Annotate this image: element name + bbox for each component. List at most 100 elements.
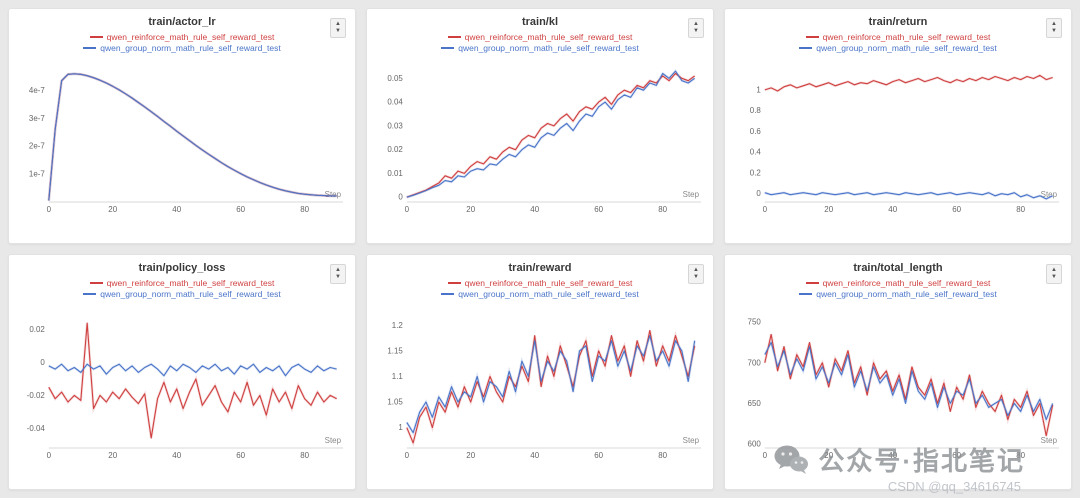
chart-legend: qwen_reinforce_math_rule_self_reward_tes… bbox=[373, 278, 707, 299]
svg-text:1.05: 1.05 bbox=[387, 397, 403, 406]
svg-text:40: 40 bbox=[530, 205, 539, 214]
svg-text:0: 0 bbox=[763, 451, 768, 460]
svg-text:20: 20 bbox=[466, 451, 475, 460]
svg-text:1.1: 1.1 bbox=[392, 372, 404, 381]
chevron-down-icon: ▼ bbox=[1051, 28, 1057, 34]
chevron-up-icon: ▲ bbox=[335, 21, 341, 27]
svg-text:Step: Step bbox=[683, 436, 700, 445]
legend-item-series1[interactable]: qwen_reinforce_math_rule_self_reward_tes… bbox=[805, 32, 991, 42]
series1-swatch bbox=[447, 36, 461, 38]
line-chart[interactable]: 1 1.05 1.1 1.15 1.2 0 20 40 60 80 Step bbox=[373, 302, 707, 464]
legend-item-series2[interactable]: qwen_group_norm_math_rule_self_reward_te… bbox=[83, 43, 281, 53]
chevron-down-icon: ▼ bbox=[335, 274, 341, 280]
chart-panel-total-length: train/total_length ▲ ▼ qwen_reinforce_ma… bbox=[724, 254, 1072, 490]
line-chart[interactable]: 0 0.2 0.4 0.6 0.8 1 0 20 40 60 80 Step bbox=[731, 56, 1065, 218]
svg-text:20: 20 bbox=[466, 205, 475, 214]
chart-panel-actor-lr: train/actor_lr ▲ ▼ qwen_reinforce_math_r… bbox=[8, 8, 356, 244]
svg-text:0: 0 bbox=[47, 205, 52, 214]
series2-swatch bbox=[799, 47, 813, 49]
legend-item-series2[interactable]: qwen_group_norm_math_rule_self_reward_te… bbox=[441, 289, 639, 299]
series1-swatch bbox=[805, 36, 819, 38]
svg-text:750: 750 bbox=[748, 318, 762, 327]
series2-swatch bbox=[441, 47, 455, 49]
legend-item-series2[interactable]: qwen_group_norm_math_rule_self_reward_te… bbox=[83, 289, 281, 299]
svg-text:0: 0 bbox=[40, 358, 45, 367]
svg-text:60: 60 bbox=[952, 451, 961, 460]
chart-expander-button[interactable]: ▲ ▼ bbox=[688, 18, 704, 38]
legend-label-series1: qwen_reinforce_math_rule_self_reward_tes… bbox=[106, 278, 275, 288]
chart-expander-button[interactable]: ▲ ▼ bbox=[330, 18, 346, 38]
svg-text:0: 0 bbox=[405, 205, 410, 214]
legend-item-series1[interactable]: qwen_reinforce_math_rule_self_reward_tes… bbox=[447, 278, 632, 288]
svg-text:1.2: 1.2 bbox=[392, 321, 404, 330]
chart-legend: qwen_reinforce_math_rule_self_reward_tes… bbox=[731, 32, 1065, 53]
svg-text:80: 80 bbox=[658, 205, 667, 214]
svg-text:60: 60 bbox=[594, 205, 603, 214]
svg-text:Step: Step bbox=[1041, 190, 1058, 199]
svg-text:60: 60 bbox=[594, 451, 603, 460]
chevron-down-icon: ▼ bbox=[693, 28, 699, 34]
chart-expander-button[interactable]: ▲ ▼ bbox=[1046, 264, 1062, 284]
svg-text:0.02: 0.02 bbox=[29, 325, 45, 334]
chart-legend: qwen_reinforce_math_rule_self_reward_tes… bbox=[15, 32, 349, 53]
svg-text:40: 40 bbox=[172, 451, 181, 460]
legend-item-series2[interactable]: qwen_group_norm_math_rule_self_reward_te… bbox=[799, 289, 997, 299]
legend-label-series1: qwen_reinforce_math_rule_self_reward_tes… bbox=[106, 32, 275, 42]
svg-text:2e-7: 2e-7 bbox=[29, 142, 45, 151]
chart-title: train/total_length bbox=[853, 262, 943, 274]
chart-legend: qwen_reinforce_math_rule_self_reward_tes… bbox=[15, 278, 349, 299]
svg-text:0.8: 0.8 bbox=[750, 106, 762, 115]
chart-expander-button[interactable]: ▲ ▼ bbox=[330, 264, 346, 284]
svg-text:20: 20 bbox=[824, 205, 833, 214]
chart-panel-policy-loss: train/policy_loss ▲ ▼ qwen_reinforce_mat… bbox=[8, 254, 356, 490]
legend-label-series1: qwen_reinforce_math_rule_self_reward_tes… bbox=[822, 32, 991, 42]
line-chart[interactable]: 600 650 700 750 0 20 40 60 80 Step bbox=[731, 302, 1065, 464]
legend-item-series1[interactable]: qwen_reinforce_math_rule_self_reward_tes… bbox=[805, 278, 991, 288]
legend-item-series2[interactable]: qwen_group_norm_math_rule_self_reward_te… bbox=[441, 43, 639, 53]
line-chart[interactable]: -0.04 -0.02 0 0.02 0 20 40 60 80 Step bbox=[15, 302, 349, 464]
legend-item-series1[interactable]: qwen_reinforce_math_rule_self_reward_tes… bbox=[447, 32, 632, 42]
line-chart[interactable]: 1e-7 2e-7 3e-7 4e-7 0 20 40 60 80 Step bbox=[15, 56, 349, 218]
svg-text:1: 1 bbox=[398, 423, 403, 432]
svg-text:80: 80 bbox=[1016, 451, 1025, 460]
chart-legend: qwen_reinforce_math_rule_self_reward_tes… bbox=[731, 278, 1065, 299]
legend-item-series1[interactable]: qwen_reinforce_math_rule_self_reward_tes… bbox=[89, 278, 275, 288]
svg-text:80: 80 bbox=[300, 451, 309, 460]
line-chart[interactable]: 0 0.01 0.02 0.03 0.04 0.05 0 20 40 60 80 Step bbox=[373, 56, 707, 218]
legend-item-series2[interactable]: qwen_group_norm_math_rule_self_reward_te… bbox=[799, 43, 997, 53]
legend-item-series1[interactable]: qwen_reinforce_math_rule_self_reward_tes… bbox=[89, 32, 275, 42]
svg-text:700: 700 bbox=[748, 358, 762, 367]
chevron-down-icon: ▼ bbox=[693, 274, 699, 280]
svg-text:40: 40 bbox=[172, 205, 181, 214]
svg-text:0.4: 0.4 bbox=[750, 148, 762, 157]
svg-text:0: 0 bbox=[763, 205, 768, 214]
chevron-up-icon: ▲ bbox=[693, 267, 699, 273]
series2-swatch bbox=[83, 293, 97, 295]
series2-swatch bbox=[441, 293, 455, 295]
legend-label-series1: qwen_reinforce_math_rule_self_reward_tes… bbox=[822, 278, 991, 288]
svg-text:1e-7: 1e-7 bbox=[29, 170, 45, 179]
svg-text:1.15: 1.15 bbox=[387, 346, 403, 355]
svg-text:0.6: 0.6 bbox=[750, 127, 762, 136]
svg-text:0: 0 bbox=[47, 451, 52, 460]
svg-text:40: 40 bbox=[888, 205, 897, 214]
chart-title: train/return bbox=[868, 16, 928, 28]
chart-expander-button[interactable]: ▲ ▼ bbox=[1046, 18, 1062, 38]
chevron-down-icon: ▼ bbox=[335, 28, 341, 34]
chevron-up-icon: ▲ bbox=[1051, 267, 1057, 273]
legend-label-series2: qwen_group_norm_math_rule_self_reward_te… bbox=[458, 43, 639, 53]
chevron-up-icon: ▲ bbox=[335, 267, 341, 273]
chevron-up-icon: ▲ bbox=[693, 21, 699, 27]
svg-text:Step: Step bbox=[683, 190, 700, 199]
svg-text:0.04: 0.04 bbox=[387, 98, 403, 107]
chart-panel-return: train/return ▲ ▼ qwen_reinforce_math_rul… bbox=[724, 8, 1072, 244]
svg-text:-0.04: -0.04 bbox=[27, 424, 46, 433]
chart-legend: qwen_reinforce_math_rule_self_reward_tes… bbox=[373, 32, 707, 53]
chart-title: train/kl bbox=[521, 16, 559, 28]
legend-label-series2: qwen_group_norm_math_rule_self_reward_te… bbox=[816, 289, 997, 299]
series1-swatch bbox=[447, 282, 461, 284]
svg-text:0.01: 0.01 bbox=[387, 169, 403, 178]
chevron-up-icon: ▲ bbox=[1051, 21, 1057, 27]
chart-expander-button[interactable]: ▲ ▼ bbox=[688, 264, 704, 284]
